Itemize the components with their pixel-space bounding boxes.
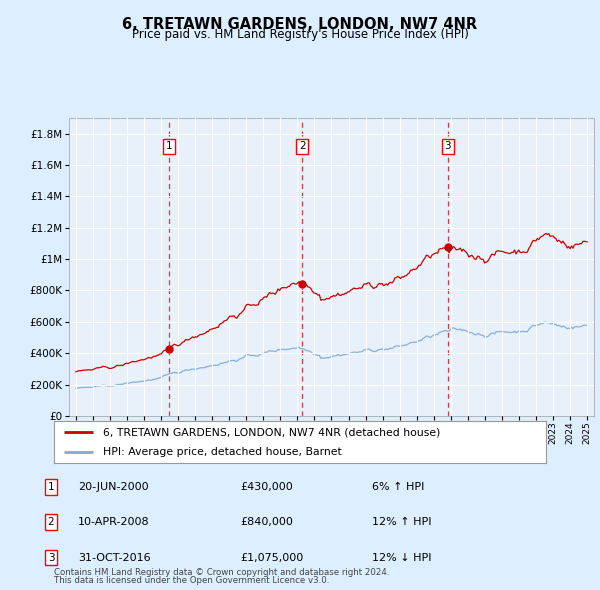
Text: 2: 2: [299, 141, 305, 151]
Text: £430,000: £430,000: [240, 482, 293, 491]
Text: 1: 1: [166, 141, 172, 151]
Text: 10-APR-2008: 10-APR-2008: [78, 517, 149, 527]
Text: 20-JUN-2000: 20-JUN-2000: [78, 482, 149, 491]
Text: 3: 3: [445, 141, 451, 151]
Text: 2: 2: [47, 517, 55, 527]
Text: 6, TRETAWN GARDENS, LONDON, NW7 4NR (detached house): 6, TRETAWN GARDENS, LONDON, NW7 4NR (det…: [103, 427, 440, 437]
Text: £1,075,000: £1,075,000: [240, 553, 303, 562]
Text: Contains HM Land Registry data © Crown copyright and database right 2024.: Contains HM Land Registry data © Crown c…: [54, 568, 389, 577]
Text: Price paid vs. HM Land Registry's House Price Index (HPI): Price paid vs. HM Land Registry's House …: [131, 28, 469, 41]
Text: 12% ↑ HPI: 12% ↑ HPI: [372, 517, 431, 527]
Text: 12% ↓ HPI: 12% ↓ HPI: [372, 553, 431, 562]
Text: 6% ↑ HPI: 6% ↑ HPI: [372, 482, 424, 491]
Text: 6, TRETAWN GARDENS, LONDON, NW7 4NR: 6, TRETAWN GARDENS, LONDON, NW7 4NR: [122, 17, 478, 31]
Text: 31-OCT-2016: 31-OCT-2016: [78, 553, 151, 562]
Text: 3: 3: [47, 553, 55, 562]
Text: HPI: Average price, detached house, Barnet: HPI: Average price, detached house, Barn…: [103, 447, 342, 457]
Text: This data is licensed under the Open Government Licence v3.0.: This data is licensed under the Open Gov…: [54, 576, 329, 585]
Text: 1: 1: [47, 482, 55, 491]
Text: £840,000: £840,000: [240, 517, 293, 527]
